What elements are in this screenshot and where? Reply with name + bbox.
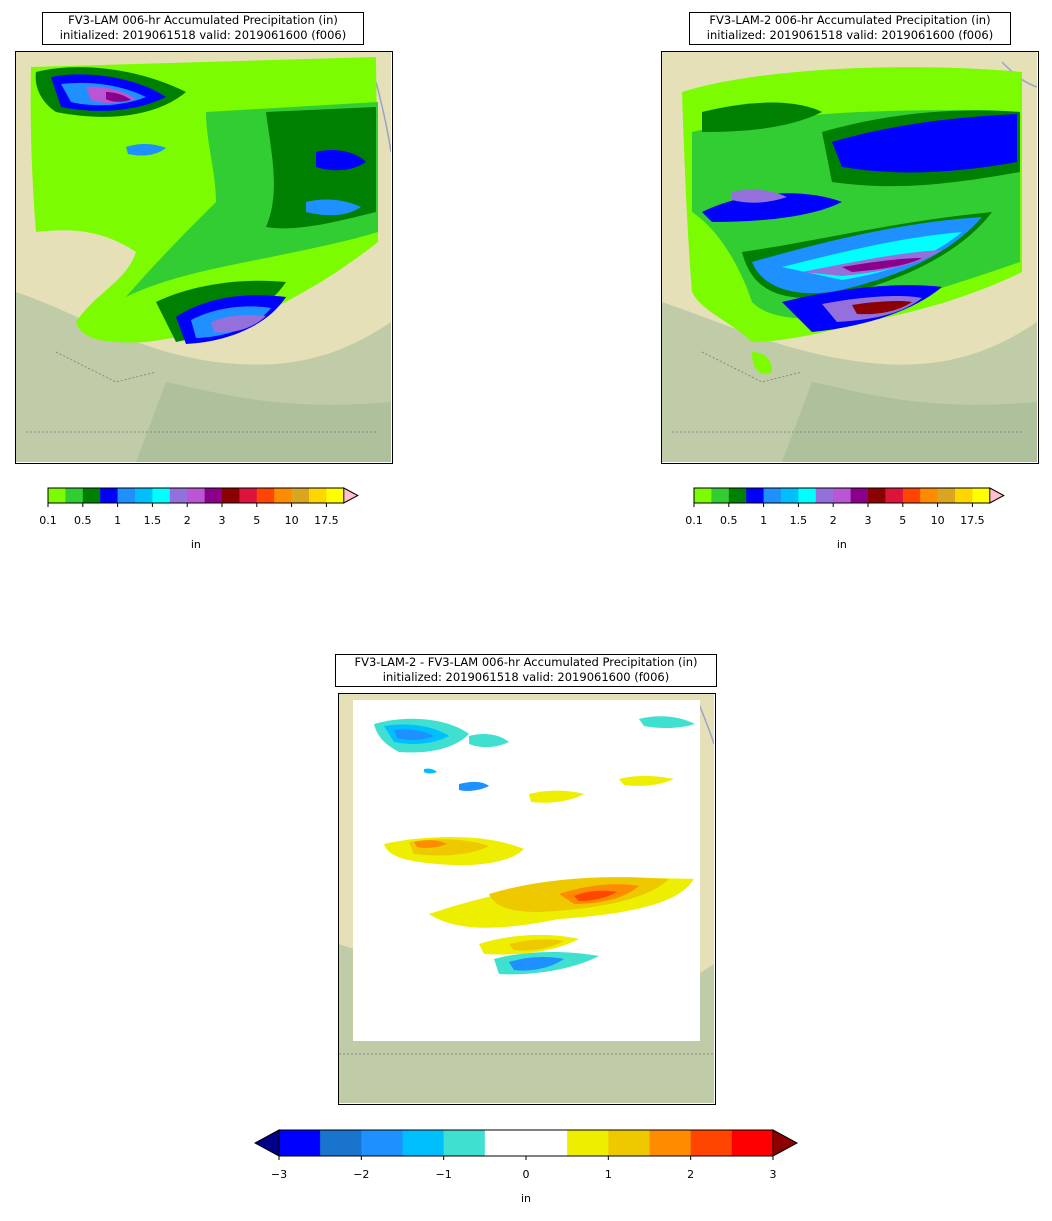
cb2-tick-label-5: 3	[865, 514, 872, 527]
cb2-swatch-5	[781, 488, 799, 503]
cb2-tick-label-0: 0.1	[685, 514, 703, 527]
cb1-swatch-11	[239, 488, 258, 503]
panel3-colorbar-unit: in	[521, 1192, 531, 1205]
cb1-swatch-13	[274, 488, 292, 503]
cb2-swatch-10	[868, 488, 886, 503]
cb3-swatch-10	[690, 1130, 733, 1156]
cb3-swatch-0	[279, 1130, 321, 1156]
panel1-title-line1: FV3-LAM 006-hr Accumulated Precipitation…	[68, 13, 338, 27]
cb1-tick-label-5: 3	[219, 514, 226, 527]
panel1-title-line2: initialized: 2019061518 valid: 201906160…	[59, 28, 347, 42]
cb3-tick-label-3: 0	[523, 1168, 530, 1181]
panel2-colorbar: 0.1 0.5 1 1.5 2 3 5 10 17.5 in	[685, 487, 1013, 557]
panel1-map	[15, 51, 393, 464]
panel3-colorbar-svg: −3 −2 −1 0 1 2 3 in	[253, 1129, 799, 1205]
cb2-swatch-3	[746, 488, 764, 503]
cb1-tick-label-1: 0.5	[74, 514, 92, 527]
cb2-swatch-12	[902, 488, 921, 503]
cb1-tick-label-2: 1	[114, 514, 121, 527]
cb1-swatch-16	[326, 488, 345, 503]
cb1-tick-label-4: 2	[184, 514, 191, 527]
cb3-swatch-11	[731, 1130, 774, 1156]
cb1-swatch-2	[82, 488, 101, 503]
panel2-title-line1: FV3-LAM-2 006-hr Accumulated Precipitati…	[709, 13, 991, 27]
cb3-swatch-1	[320, 1130, 362, 1156]
cb2-tick-label-2: 1	[760, 514, 767, 527]
panel3-colorbar: −3 −2 −1 0 1 2 3 in	[253, 1129, 801, 1209]
panel1-colorbar-unit: in	[191, 538, 201, 551]
cb1-tick-label-7: 10	[285, 514, 299, 527]
cb3-tick-label-4: 1	[605, 1168, 612, 1181]
panel3-title-line1: FV3-LAM-2 - FV3-LAM 006-hr Accumulated P…	[354, 655, 698, 669]
cb2-extend-arrow	[989, 487, 1005, 504]
cb3-over-arrow	[772, 1129, 799, 1157]
cb1-tick-label-6: 5	[253, 514, 260, 527]
cb1-swatch-6	[152, 488, 171, 503]
cb1-tick-label-8: 17.5	[314, 514, 339, 527]
cb1-tick-label-0: 0.1	[39, 514, 57, 527]
cb1-tick-label-3: 1.5	[144, 514, 162, 527]
cb2-outline	[693, 487, 990, 504]
cb3-tick-label-5: 2	[687, 1168, 694, 1181]
panel1-colorbar: 0.1 0.5 1 1.5 2 3 5 10 17.5 in	[39, 487, 367, 557]
panel1-title: FV3-LAM 006-hr Accumulated Precipitation…	[42, 12, 364, 45]
cb1-extend-arrow	[343, 487, 359, 504]
cb1-swatch-12	[256, 488, 275, 503]
panel2-colorbar-unit: in	[837, 538, 847, 551]
cb2-swatch-7	[815, 488, 834, 503]
cb3-tick-label-0: −3	[271, 1168, 287, 1181]
panel3-title: FV3-LAM-2 - FV3-LAM 006-hr Accumulated P…	[335, 654, 717, 687]
cb3-swatch-3	[402, 1130, 444, 1156]
panel1-colorbar-svg: 0.1 0.5 1 1.5 2 3 5 10 17.5 in	[39, 487, 359, 551]
cb3-under-arrow	[253, 1129, 280, 1157]
cb1-swatch-9	[204, 488, 223, 503]
panel2-map	[661, 51, 1039, 464]
cb2-swatch-6	[798, 488, 817, 503]
cb2-swatch-15	[955, 488, 973, 503]
cb2-swatch-0	[694, 488, 712, 503]
cb1-swatch-8	[187, 488, 205, 503]
cb2-swatch-1	[711, 488, 730, 503]
cb2-swatch-4	[763, 488, 782, 503]
cb1-swatch-15	[309, 488, 327, 503]
cb2-swatch-9	[850, 488, 869, 503]
cb1-swatch-10	[222, 488, 240, 503]
cb2-tick-label-6: 5	[899, 514, 906, 527]
cb1-swatch-0	[48, 488, 66, 503]
cb3-swatch-2	[361, 1130, 403, 1156]
cb2-tick-label-4: 2	[830, 514, 837, 527]
cb3-tick-label-2: −1	[436, 1168, 452, 1181]
cb3-swatch-6	[526, 1130, 568, 1156]
cb1-swatch-7	[169, 488, 188, 503]
cb3-swatch-5	[484, 1130, 527, 1156]
panel2-colorbar-svg: 0.1 0.5 1 1.5 2 3 5 10 17.5 in	[685, 487, 1005, 551]
cb2-swatch-2	[728, 488, 747, 503]
cb1-outline	[47, 487, 344, 504]
cb3-tick-label-6: 3	[770, 1168, 777, 1181]
panel3-title-line2: initialized: 2019061518 valid: 201906160…	[382, 670, 670, 684]
panel2-title: FV3-LAM-2 006-hr Accumulated Precipitati…	[689, 12, 1011, 45]
cb2-swatch-11	[885, 488, 904, 503]
cb2-tick-label-3: 1.5	[790, 514, 808, 527]
panel3-map	[338, 693, 716, 1105]
cb2-swatch-8	[833, 488, 851, 503]
cb2-swatch-14	[937, 488, 956, 503]
cb1-swatch-1	[65, 488, 84, 503]
cb3-swatch-9	[649, 1130, 691, 1156]
cb2-swatch-16	[972, 488, 991, 503]
cb3-tick-label-1: −2	[353, 1168, 369, 1181]
cb2-tick-label-1: 0.5	[720, 514, 738, 527]
cb2-tick-label-8: 17.5	[960, 514, 985, 527]
cb3-swatch-7	[567, 1130, 609, 1156]
cb2-swatch-13	[920, 488, 938, 503]
cb1-swatch-3	[100, 488, 118, 503]
cb2-tick-label-7: 10	[931, 514, 945, 527]
cb1-swatch-14	[291, 488, 310, 503]
cb3-swatch-8	[608, 1130, 650, 1156]
cb1-swatch-4	[117, 488, 136, 503]
panel2-title-line2: initialized: 2019061518 valid: 201906160…	[706, 28, 994, 42]
cb1-swatch-5	[135, 488, 153, 503]
cb3-swatch-4	[443, 1130, 486, 1156]
